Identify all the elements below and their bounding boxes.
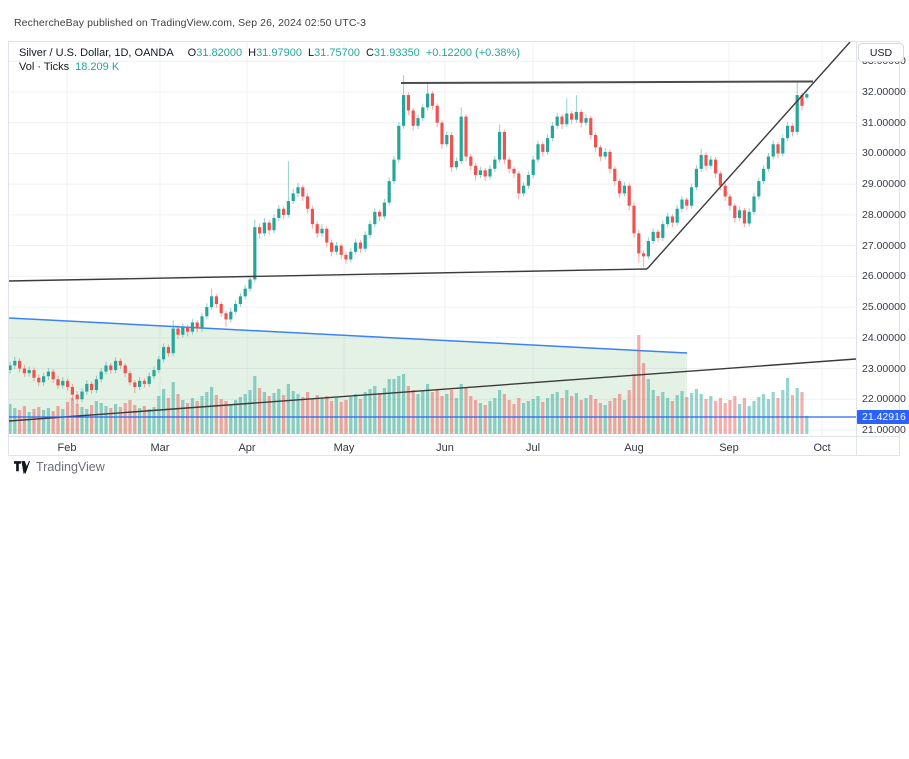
trendline-drawings[interactable] — [9, 42, 856, 422]
month-tick-label: Mar — [150, 442, 170, 454]
volume-value: 18.209 K — [75, 61, 120, 73]
ohlc-letter: L — [307, 47, 315, 59]
ohlc-letter: O — [187, 47, 197, 59]
tradingview-brand-link[interactable]: TradingView — [14, 460, 105, 474]
tradingview-brand-text: TradingView — [36, 460, 105, 474]
active-price-label[interactable]: 21.42916 — [857, 410, 909, 424]
month-tick-label: Jun — [436, 442, 454, 454]
volume-indicator-label: Vol · Ticks — [19, 61, 70, 73]
ascending-trendline[interactable] — [646, 42, 851, 270]
ohlc-letter: H — [248, 47, 257, 59]
chart-legend: Silver / U.S. Dollar, 1D, OANDA O31.82000… — [19, 46, 520, 74]
month-tick-label: Aug — [624, 442, 644, 454]
volume-trendline[interactable] — [9, 358, 856, 422]
candlestick-chart-canvas[interactable] — [9, 42, 899, 455]
price-tick-label: 22.00000 — [862, 393, 906, 406]
wedge-drawing[interactable] — [9, 317, 688, 434]
price-tick-label: 28.00000 — [862, 208, 906, 221]
price-tick-label: 31.00000 — [862, 116, 906, 129]
ohlc-value: 31.75700 — [314, 47, 360, 59]
ohlc-letter: C — [365, 47, 374, 59]
price-tick-label: 23.00000 — [862, 362, 906, 375]
month-tick-label: Jul — [525, 442, 541, 454]
price-tick-label: 30.00000 — [862, 147, 906, 160]
month-tick-label: Sep — [719, 442, 739, 454]
ohlc-value: 31.97900 — [256, 47, 302, 59]
price-tick-label: 32.00000 — [862, 86, 906, 98]
ohlc-values: O31.82000 H31.97900 L31.75700 C31.93350 — [182, 47, 420, 59]
currency-unit-button[interactable]: USD — [858, 43, 904, 62]
axis-separators — [9, 42, 899, 455]
price-tick-label: 25.00000 — [862, 301, 906, 314]
volume-legend-row: Vol · Ticks 18.209 K — [19, 60, 520, 74]
price-tick-label: 24.00000 — [862, 331, 906, 344]
symbol-title: Silver / U.S. Dollar, 1D, OANDA — [19, 47, 174, 59]
price-tick-label: 26.00000 — [862, 270, 906, 283]
price-tick-label: 29.00000 — [862, 178, 906, 191]
month-tick-label: Apr — [238, 442, 256, 454]
support-trendline[interactable] — [9, 268, 648, 282]
attribution-text: RechercheBay published on TradingView.co… — [14, 17, 367, 29]
month-tick-label: Feb — [57, 442, 77, 454]
month-tick-label: May — [333, 442, 355, 454]
resistance-line[interactable] — [400, 80, 814, 84]
tradingview-logo-icon — [14, 460, 30, 474]
ohlc-value: 31.82000 — [196, 47, 243, 59]
month-tick-label: Oct — [813, 442, 831, 454]
chart-widget: Silver / U.S. Dollar, 1D, OANDA O31.82000… — [8, 41, 909, 456]
price-tick-label: 27.00000 — [862, 239, 906, 252]
ohlc-value: 31.93350 — [373, 47, 420, 59]
candlestick-series — [9, 75, 809, 406]
grid-lines — [9, 42, 856, 436]
symbol-legend-row: Silver / U.S. Dollar, 1D, OANDA O31.82000… — [19, 46, 520, 60]
change-value: +0.12200 (+0.38%) — [425, 47, 520, 59]
price-tick-label: 21.00000 — [862, 423, 906, 436]
